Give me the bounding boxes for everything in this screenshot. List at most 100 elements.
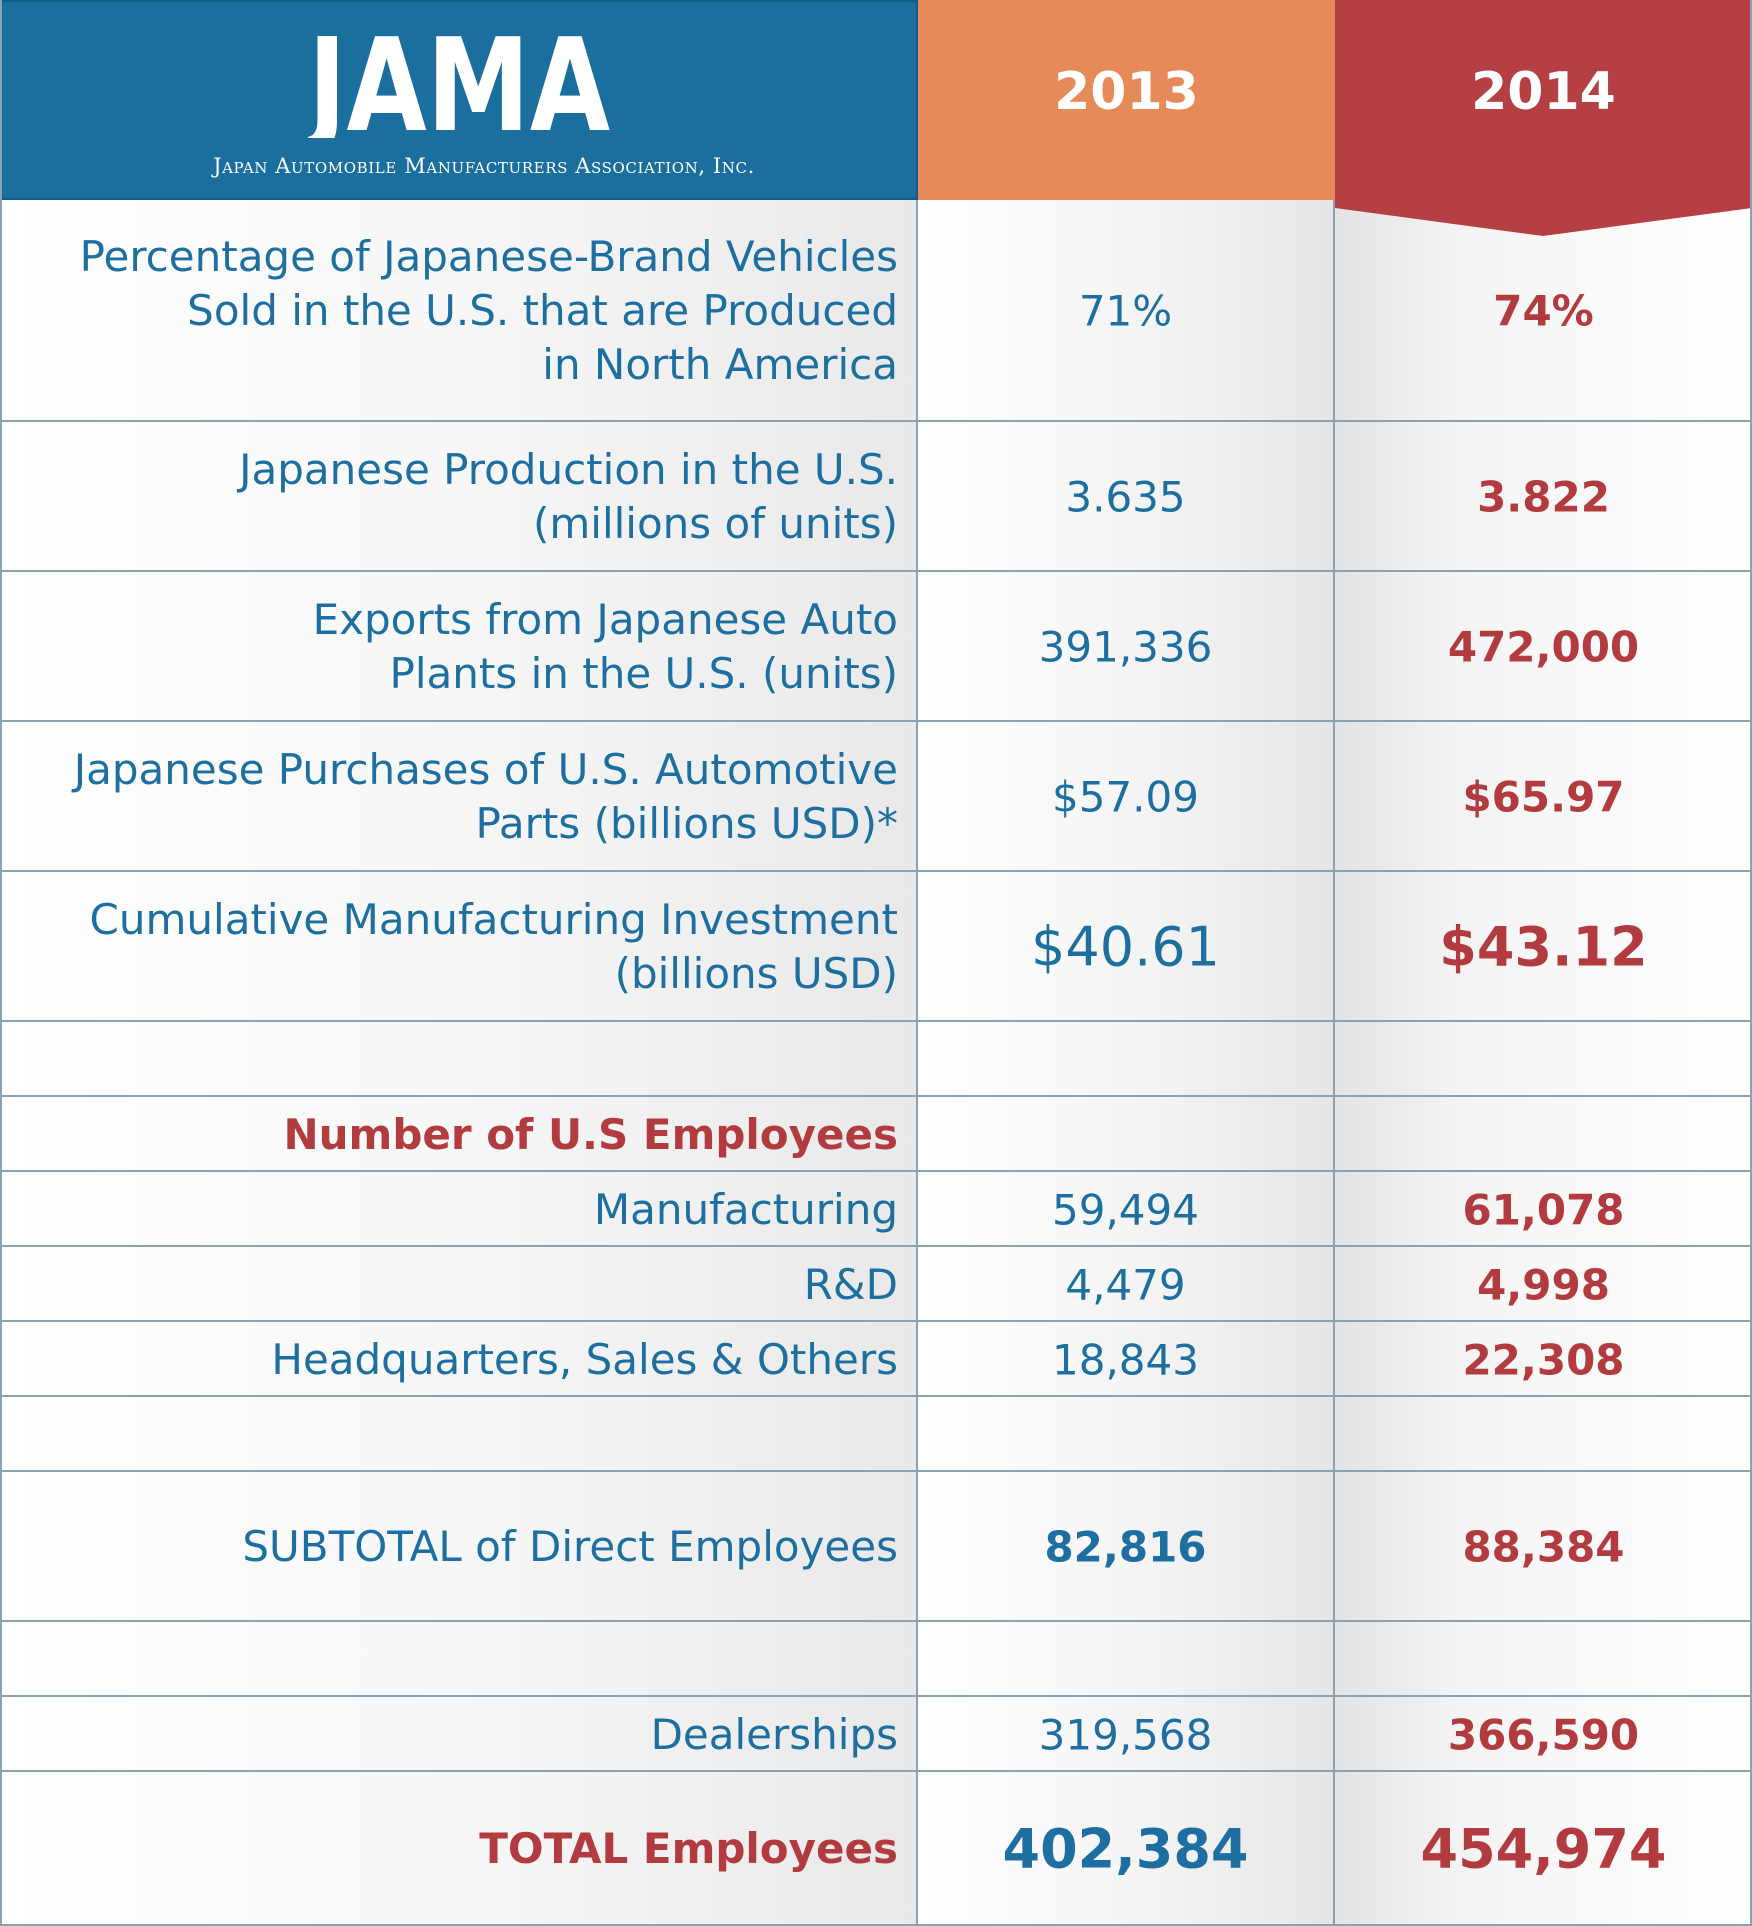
value-2013: 402,384: [1002, 1817, 1249, 1881]
row-label-cell: Japanese Production in the U.S. (million…: [0, 422, 918, 572]
row-subtotal: SUBTOTAL of Direct Employees 82,816 88,384: [0, 1472, 1752, 1622]
value-2013-cell: 4,479: [918, 1247, 1335, 1322]
row-divider: [0, 1470, 1752, 1472]
value-2014-cell: $65.97: [1335, 722, 1752, 872]
row-label: Cumulative Manufacturing Investment (bil…: [89, 895, 898, 998]
row-spacer-2: [0, 1397, 1752, 1472]
value-2014: $65.97: [1462, 772, 1625, 822]
value-2014-cell: 22,308: [1335, 1322, 1752, 1397]
value-2013-cell: $40.61: [918, 872, 1335, 1022]
row-label-cell: Cumulative Manufacturing Investment (bil…: [0, 872, 918, 1022]
value-2013: 3.635: [1065, 472, 1186, 522]
year-2014-label: 2014: [1471, 62, 1616, 122]
row-manufacturing: Manufacturing 59,494 61,078: [0, 1172, 1752, 1247]
row-label-cell: [0, 1022, 918, 1097]
row-label-cell: Headquarters, Sales & Others: [0, 1322, 918, 1397]
row-total-employees: TOTAL Employees 402,384 454,974: [0, 1772, 1752, 1926]
value-2013-cell: 59,494: [918, 1172, 1335, 1247]
row-divider: [0, 1395, 1752, 1397]
value-2014-cell: [1335, 1622, 1752, 1697]
row-spacer-3: [0, 1622, 1752, 1697]
row-spacer-1: [0, 1022, 1752, 1097]
row-label: Dealerships: [650, 1709, 898, 1759]
row-label-cell: Exports from Japanese Auto Plants in the…: [0, 572, 918, 722]
value-2013: $40.61: [1031, 915, 1220, 979]
value-2014: 22,308: [1462, 1335, 1625, 1384]
row-headquarters-sales: Headquarters, Sales & Others 18,843 22,308: [0, 1322, 1752, 1397]
row-divider: [0, 1620, 1752, 1622]
value-2013-cell: [918, 1022, 1335, 1097]
value-2013-cell: 391,336: [918, 572, 1335, 722]
value-2013: 319,568: [1038, 1710, 1213, 1759]
row-divider: [0, 1170, 1752, 1172]
value-2014: 366,590: [1447, 1710, 1640, 1759]
row-label: Exports from Japanese Auto Plants in the…: [312, 595, 898, 698]
row-divider: [0, 1020, 1752, 1022]
row-label: Japanese Purchases of U.S. Automotive Pa…: [73, 745, 898, 848]
value-2013-cell: [918, 1097, 1335, 1172]
row-divider: [0, 420, 1752, 422]
value-2013-cell: 71%: [918, 200, 1335, 422]
value-2014: 454,974: [1420, 1817, 1667, 1881]
row-label: Percentage of Japanese-Brand Vehicles So…: [79, 232, 898, 389]
value-2013: 391,336: [1038, 622, 1213, 672]
value-2013-cell: $57.09: [918, 722, 1335, 872]
value-2013: 71%: [1078, 286, 1173, 336]
row-label-cell: Japanese Purchases of U.S. Automotive Pa…: [0, 722, 918, 872]
row-investment: Cumulative Manufacturing Investment (bil…: [0, 872, 1752, 1022]
value-2013-cell: 82,816: [918, 1472, 1335, 1622]
row-label: R&D: [803, 1259, 898, 1309]
value-2014: 3.822: [1477, 472, 1610, 522]
column-header-2014: 2014: [1335, 0, 1752, 200]
logo-text: JAMA: [308, 28, 610, 138]
row-label-cell: Percentage of Japanese-Brand Vehicles So…: [0, 200, 918, 422]
value-2014-cell: $43.12: [1335, 872, 1752, 1022]
row-rnd: R&D 4,479 4,998: [0, 1247, 1752, 1322]
row-dealerships: Dealerships 319,568 366,590: [0, 1697, 1752, 1772]
value-2014: 61,078: [1462, 1185, 1625, 1234]
row-divider: [0, 1695, 1752, 1697]
value-2014-cell: 4,998: [1335, 1247, 1752, 1322]
row-label-cell: [0, 1397, 918, 1472]
row-divider: [0, 870, 1752, 872]
value-2014-cell: [1335, 1397, 1752, 1472]
value-2014: 74%: [1493, 286, 1594, 336]
row-divider: [0, 1095, 1752, 1097]
value-2013: 4,479: [1065, 1260, 1186, 1309]
value-2014-cell: 61,078: [1335, 1172, 1752, 1247]
value-2013-cell: 18,843: [918, 1322, 1335, 1397]
row-parts-purchases: Japanese Purchases of U.S. Automotive Pa…: [0, 722, 1752, 872]
value-2013-cell: 402,384: [918, 1772, 1335, 1926]
value-2014-cell: 454,974: [1335, 1772, 1752, 1926]
row-label-cell: Dealerships: [0, 1697, 918, 1772]
row-label-cell: SUBTOTAL of Direct Employees: [0, 1472, 918, 1622]
row-label-cell: [0, 1622, 918, 1697]
value-2013-cell: 3.635: [918, 422, 1335, 572]
value-2014: 472,000: [1447, 622, 1640, 672]
value-2013-cell: [918, 1397, 1335, 1472]
row-label: Manufacturing: [593, 1184, 898, 1234]
row-label: Japanese Production in the U.S. (million…: [239, 445, 898, 548]
value-2014: 4,998: [1477, 1260, 1610, 1309]
row-production-us: Japanese Production in the U.S. (million…: [0, 422, 1752, 572]
value-2014: 88,384: [1462, 1522, 1625, 1572]
column-header-2013: 2013: [918, 0, 1335, 200]
row-divider: [0, 570, 1752, 572]
row-label: TOTAL Employees: [479, 1824, 898, 1873]
row-label-cell: TOTAL Employees: [0, 1772, 918, 1926]
year-2013-label: 2013: [1054, 62, 1199, 122]
value-2014-cell: 366,590: [1335, 1697, 1752, 1772]
value-2014-cell: 472,000: [1335, 572, 1752, 722]
value-2014-cell: [1335, 1097, 1752, 1172]
row-label: Headquarters, Sales & Others: [271, 1334, 898, 1384]
logo-subtitle: Japan Automobile Manufacturers Associati…: [213, 154, 755, 178]
value-2013-cell: 319,568: [918, 1697, 1335, 1772]
value-2013: 59,494: [1052, 1185, 1199, 1234]
value-2013: 18,843: [1052, 1335, 1199, 1384]
value-2013: 82,816: [1044, 1522, 1207, 1572]
jama-logo: JAMA: [308, 28, 610, 138]
row-divider: [0, 1770, 1752, 1772]
row-label: SUBTOTAL of Direct Employees: [242, 1522, 898, 1571]
row-exports: Exports from Japanese Auto Plants in the…: [0, 572, 1752, 722]
